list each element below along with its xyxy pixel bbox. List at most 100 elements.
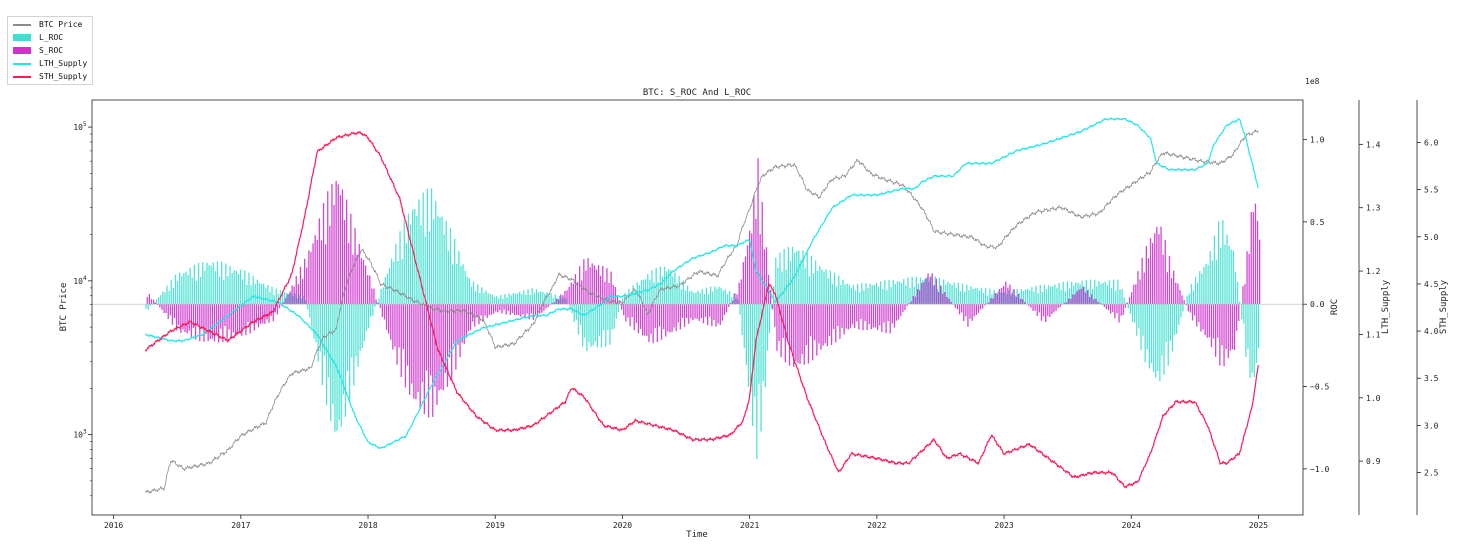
- l-roc-bar: [472, 281, 475, 305]
- l-roc-bar: [162, 291, 164, 305]
- l-roc-bar: [695, 292, 697, 305]
- l-roc-bar: [1142, 304, 1144, 336]
- l-roc-bar: [1016, 289, 1018, 305]
- s-roc-bar: [1187, 304, 1189, 312]
- l-roc-bar: [1230, 249, 1232, 305]
- s-roc-bar: [1179, 290, 1181, 305]
- l-roc-bar: [399, 231, 401, 305]
- s-roc-bar: [555, 298, 558, 305]
- s-roc-bar: [541, 304, 543, 313]
- s-roc-bar: [683, 304, 686, 327]
- s-roc-bar: [446, 304, 449, 387]
- l-roc-bar: [1039, 284, 1041, 305]
- s-roc-bar: [1200, 304, 1202, 332]
- l-roc-bar: [1211, 260, 1213, 305]
- l-roc-bar: [766, 304, 768, 351]
- l-roc-bar: [1243, 304, 1245, 324]
- s-roc-bar: [398, 304, 400, 348]
- l-roc-bar: [550, 293, 552, 305]
- s-roc-bar: [367, 275, 369, 305]
- l-roc-bar: [1008, 290, 1010, 305]
- l-roc-bar: [344, 304, 347, 417]
- s-roc-bar: [337, 184, 339, 305]
- l-roc-bar: [195, 281, 198, 305]
- l-roc-bar: [309, 304, 311, 318]
- s-roc-bar: [707, 304, 709, 325]
- s-roc-bar: [835, 304, 837, 343]
- l-roc-bar: [1006, 294, 1008, 305]
- l-roc-bar: [189, 267, 191, 305]
- l-roc-bar: [1131, 304, 1134, 322]
- s-roc-bar: [1131, 292, 1133, 305]
- l-roc-bar: [791, 246, 794, 305]
- l-roc-bar: [1115, 290, 1117, 305]
- l-roc-bar: [812, 273, 815, 305]
- s-roc-bar: [1116, 304, 1118, 314]
- l-roc-bar: [500, 295, 502, 305]
- s-roc-bar: [652, 304, 654, 344]
- l-roc-bar: [1094, 279, 1096, 305]
- s-roc-bar: [1086, 290, 1089, 305]
- s-roc-bar: [176, 304, 178, 331]
- s-roc-bar: [1076, 291, 1078, 305]
- s-roc-bar: [1256, 220, 1259, 305]
- s-roc-bar: [675, 304, 677, 332]
- s-roc-bar: [247, 304, 249, 322]
- l-roc-bar: [1085, 279, 1087, 305]
- s-roc-bar: [436, 304, 438, 405]
- s-roc-bar: [1009, 284, 1011, 305]
- s-roc-bar: [568, 287, 570, 305]
- s-roc-bar: [400, 304, 402, 378]
- l-roc-bar: [1236, 281, 1239, 305]
- s-roc-bar: [625, 304, 627, 322]
- l-roc-bar: [1249, 304, 1251, 378]
- l-roc-bar: [823, 272, 825, 305]
- l-roc-bar: [191, 277, 193, 305]
- s-roc-bar: [1080, 288, 1082, 305]
- s-roc-bar: [285, 297, 287, 305]
- s-roc-bar: [816, 304, 818, 356]
- l-roc-bar: [871, 285, 873, 305]
- s-roc-bar: [203, 304, 205, 342]
- l-roc-bar: [418, 199, 420, 305]
- l-roc-bar: [873, 285, 875, 305]
- s-roc-bar: [791, 304, 793, 351]
- s-roc-bar: [299, 266, 302, 305]
- s-roc-bar: [610, 271, 612, 305]
- legend-label: L_ROC: [39, 33, 64, 42]
- l-roc-bar: [951, 284, 953, 305]
- s-roc-bar: [385, 304, 388, 330]
- s-roc-bar: [673, 304, 675, 328]
- l-roc-bar: [573, 304, 575, 322]
- l-roc-bar: [269, 292, 271, 305]
- s-roc-bar: [734, 293, 736, 305]
- s-roc-bar: [304, 258, 306, 305]
- l-roc-bar: [661, 276, 664, 305]
- s-roc-bar: [1229, 304, 1231, 351]
- l-roc-bar: [1224, 244, 1226, 305]
- l-roc-bar: [1232, 250, 1234, 305]
- l-roc-bar: [915, 276, 917, 305]
- l-roc-bar: [498, 298, 500, 305]
- l-roc-bar: [403, 221, 405, 305]
- l-roc-bar: [1050, 286, 1052, 305]
- l-roc-bar: [697, 290, 699, 305]
- s-roc-bar: [178, 304, 180, 325]
- s-roc-bar: [230, 304, 232, 339]
- s-roc-bar: [434, 304, 436, 387]
- s-roc-bar: [833, 304, 835, 330]
- s-roc-bar: [845, 304, 847, 329]
- s-roc-bar: [1248, 254, 1250, 305]
- y-tick-label-lth: 1.4: [1366, 140, 1381, 149]
- l-roc-bar: [216, 261, 219, 305]
- l-roc-bar: [863, 290, 865, 305]
- l-roc-bar: [267, 284, 269, 305]
- s-roc-bar: [369, 275, 371, 305]
- s-roc-bar: [728, 304, 730, 307]
- s-roc-bar: [1208, 304, 1210, 338]
- l-roc-bar: [569, 304, 571, 310]
- s-roc-bar: [627, 304, 629, 318]
- s-roc-bar: [270, 304, 272, 317]
- l-roc-bar: [176, 281, 179, 305]
- s-roc-bar: [646, 304, 648, 336]
